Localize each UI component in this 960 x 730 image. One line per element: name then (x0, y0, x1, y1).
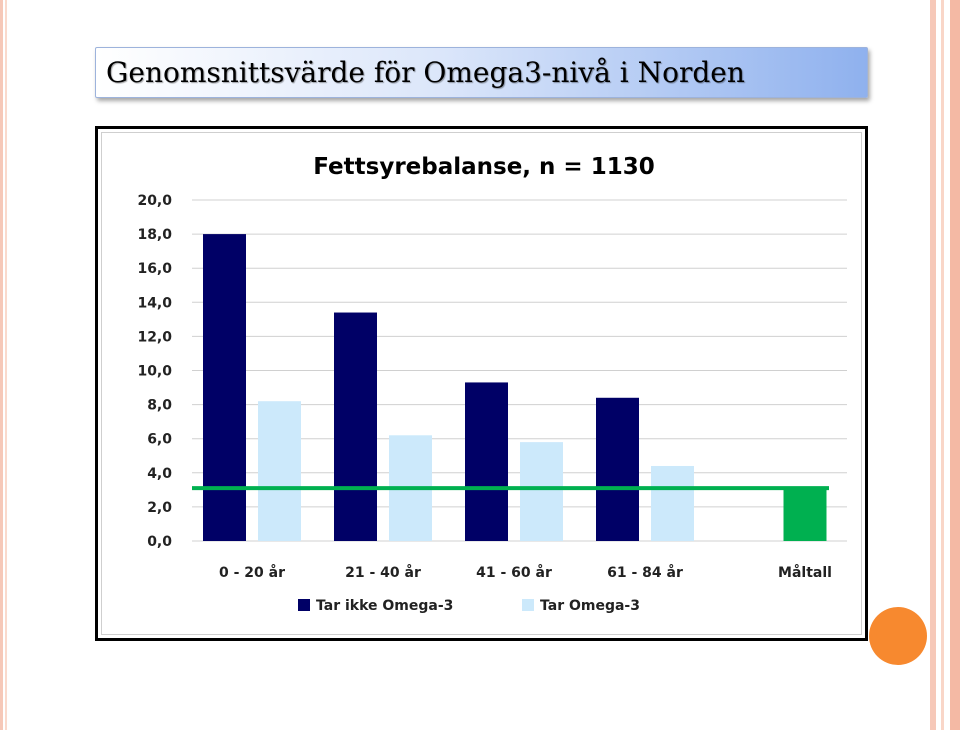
y-tick-label: 18,0 (137, 227, 172, 243)
chart-frame: Fettsyrebalanse, n = 1130 0,0 2,0 4,0 6,0 8,0… (95, 126, 868, 641)
right-decor-stripe-outer (950, 0, 960, 730)
y-tick-label: 8,0 (147, 398, 172, 414)
x-tick-label: 0 - 20 år (219, 564, 285, 581)
y-tick-label: 0,0 (147, 534, 172, 550)
legend-swatch-2 (522, 599, 534, 611)
bar-2 (258, 401, 301, 541)
left-decor-stripe-inner (5, 0, 7, 730)
slide-title-banner: Genomsnittsvärde för Omega3-nivå i Norde… (95, 47, 868, 98)
bar-chart: Fettsyrebalanse, n = 1130 0,0 2,0 4,0 6,0 8,0… (137, 154, 847, 614)
y-tick-label: 14,0 (137, 295, 172, 311)
bar-2 (520, 442, 563, 541)
legend-swatch-1 (298, 599, 310, 611)
legend-label-1: Tar ikke Omega-3 (316, 598, 453, 614)
x-tick-label: 61 - 84 år (607, 564, 683, 581)
bar-1 (334, 312, 377, 541)
x-tick-label: Måltall (778, 564, 832, 581)
x-tick-label: 21 - 40 år (345, 564, 421, 581)
y-tick-label: 2,0 (147, 500, 172, 516)
chart-area: Fettsyrebalanse, n = 1130 0,0 2,0 4,0 6,0 8,0… (101, 132, 862, 635)
right-decor-stripe-thin (941, 0, 944, 730)
x-tick-label: 41 - 60 år (476, 564, 552, 581)
orange-circle-decor (869, 607, 927, 665)
y-tick-label: 16,0 (137, 261, 172, 277)
bar-2 (651, 465, 694, 541)
right-decor-stripe (930, 0, 936, 730)
y-tick-label: 20,0 (137, 193, 172, 209)
left-decor-stripe (0, 0, 3, 730)
bar-3 (783, 488, 827, 541)
bar-1 (465, 382, 508, 541)
y-tick-label: 4,0 (147, 466, 172, 482)
y-tick-label: 6,0 (147, 432, 172, 448)
slide-title: Genomsnittsvärde för Omega3-nivå i Norde… (106, 56, 745, 89)
bar-1 (596, 397, 639, 541)
y-tick-label: 12,0 (137, 329, 172, 345)
bar-1 (203, 234, 246, 541)
chart-title: Fettsyrebalanse, n = 1130 (313, 154, 654, 180)
legend-label-2: Tar Omega-3 (540, 598, 640, 614)
y-tick-label: 10,0 (137, 364, 172, 380)
